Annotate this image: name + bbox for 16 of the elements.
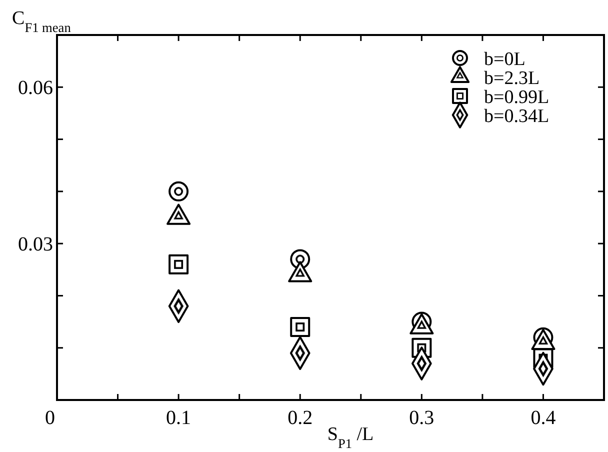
point — [290, 317, 310, 337]
x-tick-label: 0.3 — [409, 407, 434, 429]
point — [168, 181, 189, 202]
x-tick-label: 0.1 — [166, 407, 192, 429]
legend-label: b=0.99L — [484, 87, 550, 108]
x-tick-label: 0.2 — [288, 407, 313, 429]
x-tick-label: 0.4 — [530, 407, 556, 429]
point — [168, 254, 189, 274]
legend-label: b=0L — [484, 49, 526, 70]
x-axis-title: S$_{P1}$ /L — [327, 424, 374, 450]
y-axis-title: C$_{F1 mean}$ — [12, 8, 72, 34]
legend-label: b=2.3L — [484, 68, 540, 89]
y-tick-label: 0.06 — [18, 77, 53, 100]
y-tick-label: 0.03 — [18, 234, 53, 256]
x-tick-label: 0 — [45, 407, 55, 429]
legend-label: b=0.34L — [484, 106, 550, 127]
